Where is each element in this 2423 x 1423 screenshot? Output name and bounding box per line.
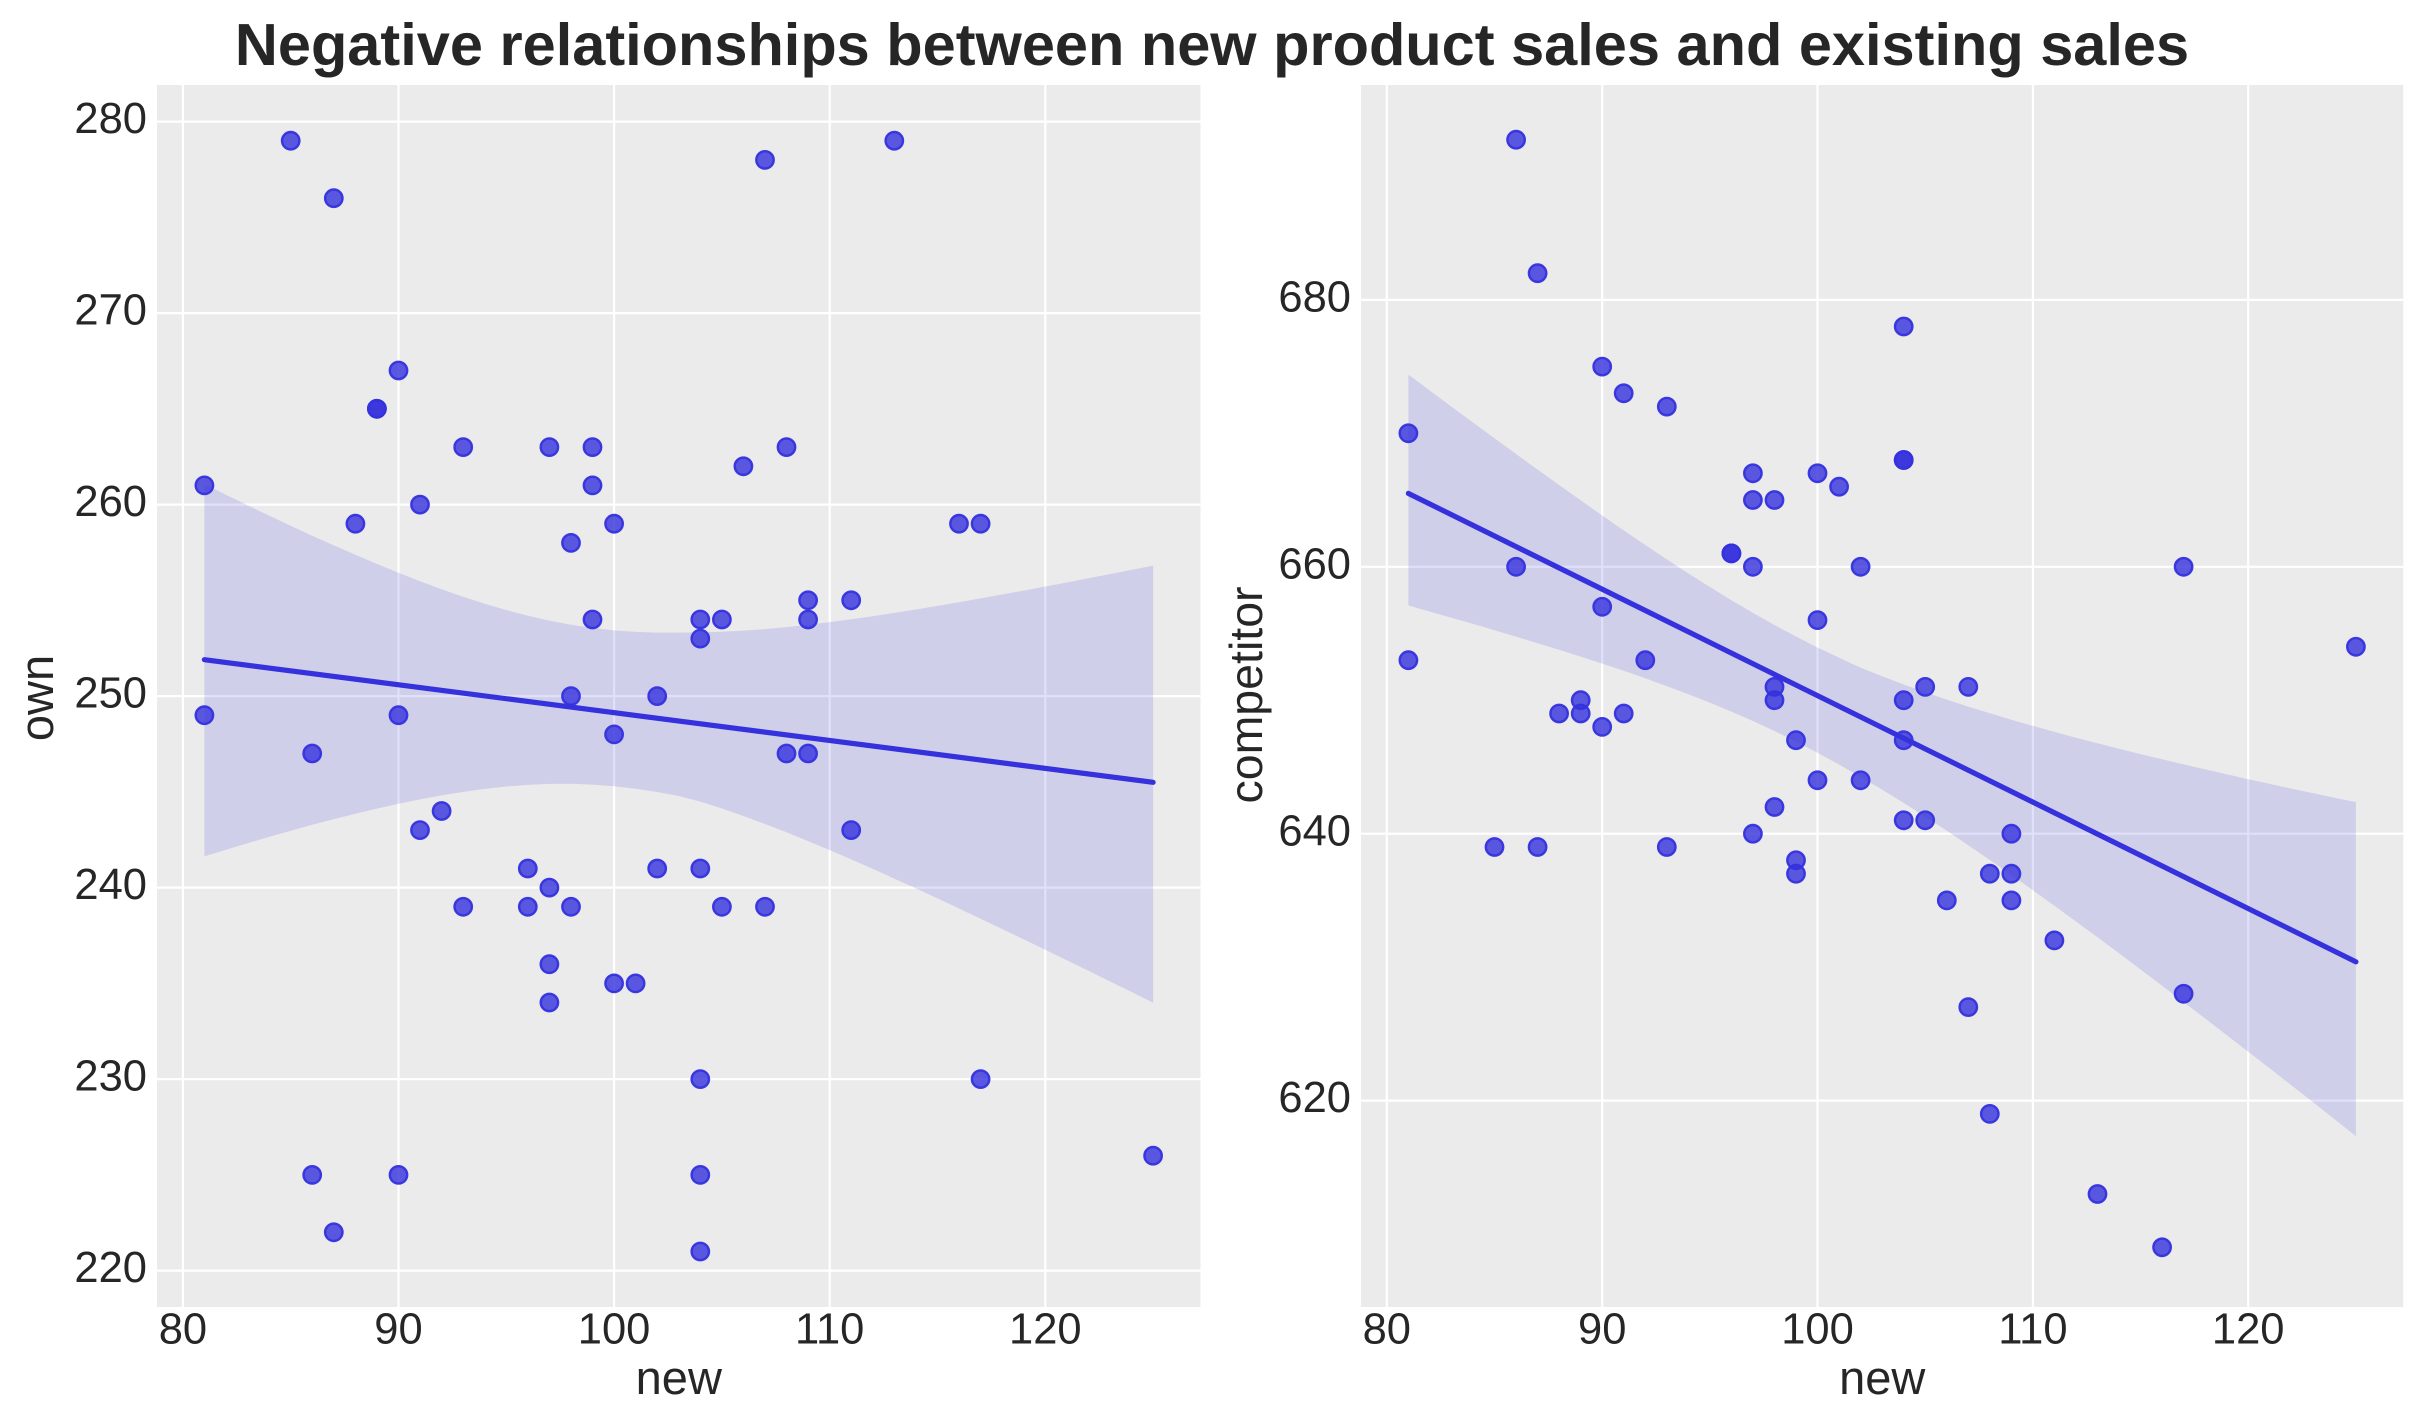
svg-text:90: 90 xyxy=(1578,1305,1626,1353)
svg-text:100: 100 xyxy=(1781,1305,1854,1353)
svg-text:250: 250 xyxy=(74,670,147,718)
svg-text:240: 240 xyxy=(74,861,147,909)
svg-text:120: 120 xyxy=(1009,1305,1082,1353)
svg-text:new: new xyxy=(1839,1351,1926,1404)
svg-text:220: 220 xyxy=(74,1244,147,1292)
svg-text:new: new xyxy=(636,1351,723,1404)
svg-text:80: 80 xyxy=(159,1305,207,1353)
svg-text:270: 270 xyxy=(74,287,147,335)
svg-text:280: 280 xyxy=(74,95,147,143)
svg-text:competitor: competitor xyxy=(1220,586,1272,803)
svg-text:100: 100 xyxy=(578,1305,651,1353)
svg-text:260: 260 xyxy=(74,478,147,526)
svg-text:110: 110 xyxy=(1998,1305,2067,1353)
svg-text:120: 120 xyxy=(2212,1305,2285,1353)
svg-text:80: 80 xyxy=(1363,1305,1411,1353)
svg-text:680: 680 xyxy=(1278,274,1351,322)
svg-text:own: own xyxy=(10,655,63,741)
svg-text:660: 660 xyxy=(1278,540,1351,588)
svg-text:Negative relationships between: Negative relationships between new produ… xyxy=(235,11,2189,78)
svg-text:640: 640 xyxy=(1278,807,1351,855)
svg-text:620: 620 xyxy=(1278,1074,1351,1122)
svg-text:90: 90 xyxy=(374,1305,422,1353)
svg-text:110: 110 xyxy=(795,1305,864,1353)
svg-text:230: 230 xyxy=(74,1053,147,1101)
